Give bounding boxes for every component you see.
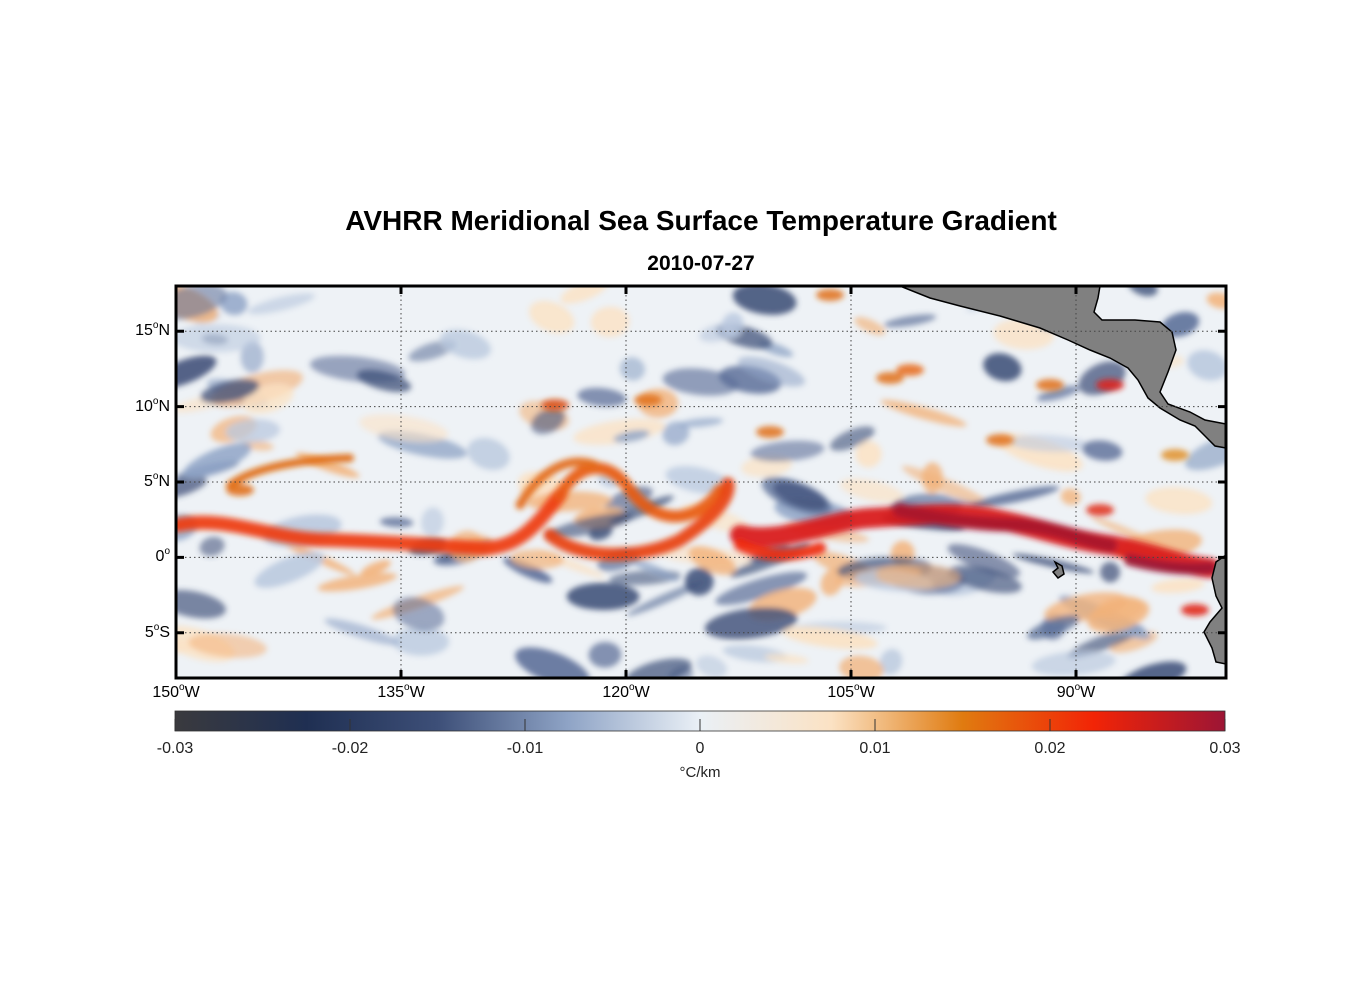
lat-tick-label: 0o — [155, 546, 170, 566]
lon-tick-label: 90oW — [1056, 682, 1096, 702]
colorbar-unit-label: °C/km — [679, 764, 721, 781]
central-america-land — [899, 286, 1226, 449]
lat-tick-label: 10oN — [135, 395, 170, 415]
colorbar-tick-label: 0.03 — [1209, 740, 1241, 757]
axis-ticks — [174, 286, 1226, 678]
lat-tick-label: 15oN — [135, 320, 170, 340]
lat-tick-label: 5oN — [143, 471, 170, 491]
colorbar-tick-label: -0.02 — [331, 740, 369, 757]
land-masses — [899, 286, 1226, 665]
lat-tick-label: 5oS — [144, 621, 170, 641]
colorbar-tick-label: 0 — [695, 740, 705, 757]
lon-tick-label: 135oW — [377, 682, 425, 702]
colorbar-tick-label: -0.01 — [506, 740, 544, 757]
lon-tick-label: 120oW — [602, 682, 650, 702]
colorbar-tick-label: 0.02 — [1034, 740, 1066, 757]
lon-tick-label: 105oW — [827, 682, 875, 702]
lon-tick-label: 150oW — [152, 682, 200, 702]
south-america-land — [1203, 554, 1226, 665]
gradient-field — [176, 286, 1226, 678]
map-date: 2010-07-27 — [647, 252, 755, 275]
colorbar-ticks — [174, 719, 1226, 731]
map-title: AVHRR Meridional Sea Surface Temperature… — [345, 205, 1057, 236]
colorbar-tick-label: -0.03 — [156, 740, 194, 757]
colorbar-tick-label: 0.01 — [859, 740, 891, 757]
galapagos-island — [1051, 560, 1065, 579]
